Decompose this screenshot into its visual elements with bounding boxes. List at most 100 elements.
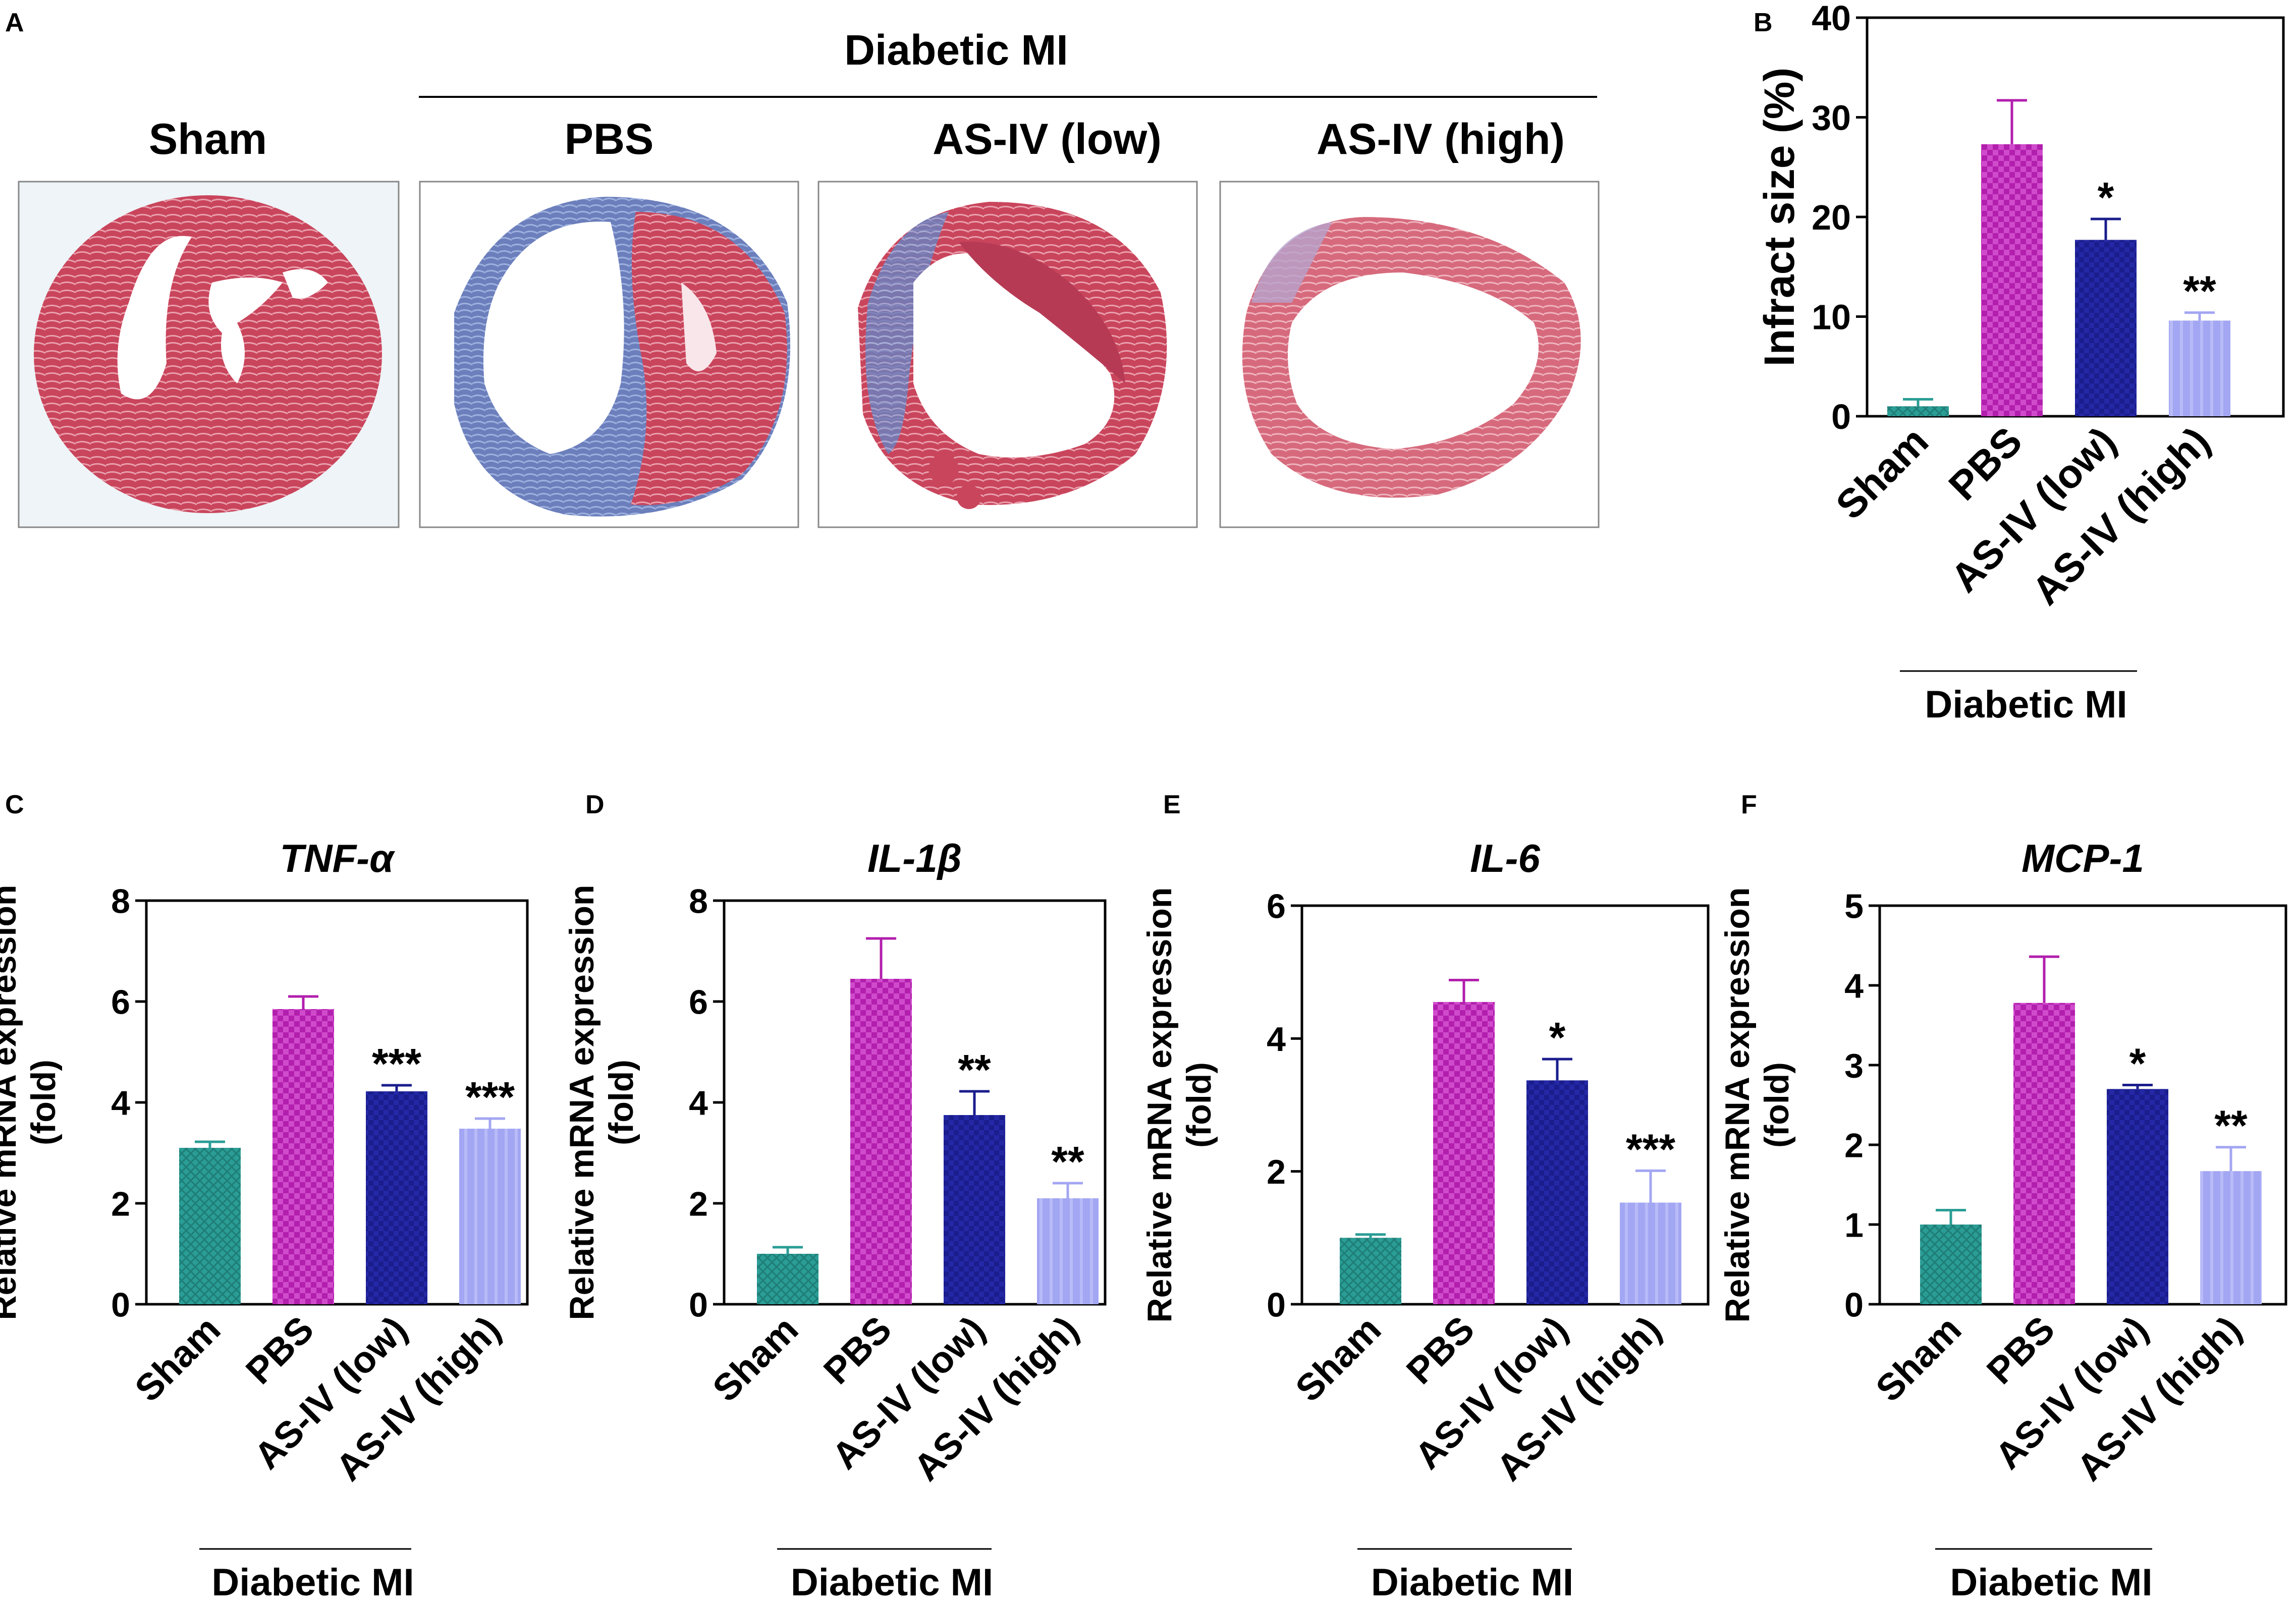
chart-c-tnf-alpha: C TNF-α 0 2 4 6 8 Relative mRNA expression(fold… [0,790,529,1604]
category-label-as-iv-high: AS-IV (high) [905,1308,1086,1489]
y-tick-label: 5 [1844,887,1864,925]
bar-sham [1887,406,1949,416]
y-tick-label: 4 [689,1084,708,1122]
bar-pbs [850,979,912,1304]
y-tick-label: 0 [1267,1286,1286,1324]
bar-sham [1920,1225,1982,1304]
histology-image-low [817,181,1198,528]
y-tick-label: 3 [1844,1046,1864,1085]
y-tick-label: 10 [1812,298,1851,337]
y-tick-label: 0 [111,1286,130,1324]
bar-pbs [1981,144,2043,416]
section-label-pbs: PBS [565,115,654,163]
chart-title: TNF-α [280,836,396,880]
significance-as-iv-low: ** [958,1046,991,1093]
category-label-pbs: PBS [238,1308,321,1392]
category-label-pbs: PBS [815,1308,899,1392]
chart-f-mcp-1: F MCP-1 0 1 2 3 4 5 Relative mRNA expression (fol… [1718,790,2287,1604]
panel-letter: B [1754,8,1773,37]
category-label-sham: Sham [1868,1308,1969,1410]
y-tick-label: 4 [1844,967,1864,1005]
significance-as-iv-high: *** [465,1073,515,1121]
category-label-as-iv-high: AS-IV (high) [2068,1308,2249,1489]
y-tick-label: 0 [1844,1286,1864,1324]
y-axis-label: (fold) [1180,1062,1218,1148]
bar-as-iv-low [2075,240,2137,416]
panel-a-letter: A [5,8,24,37]
y-tick-label: 6 [111,983,130,1021]
y-tick-label: 0 [689,1286,708,1324]
bar-sham [179,1148,241,1304]
bar-sham [757,1254,818,1304]
chart-d-il-1beta: D IL-1β 0 2 4 6 8 Relative mRNA expression (fold… [563,790,1107,1604]
group-label: Diabetic MI [1371,1561,1573,1604]
group-label: Diabetic MI [1950,1561,2152,1604]
significance-as-iv-high: *** [1626,1125,1675,1173]
category-label-sham: Sham [127,1308,228,1410]
histology-image-pbs [419,181,799,528]
significance-as-iv-low: * [2129,1040,2146,1087]
y-axis-label: (fold) [1758,1062,1796,1148]
y-axis-label: Relative mRNA expression [1140,887,1179,1323]
panel-letter: D [585,790,605,819]
y-tick-label: 6 [689,983,708,1021]
group-label: Diabetic MI [1925,683,2127,726]
bar-as-iv-low [366,1091,427,1304]
y-tick-label: 4 [1267,1020,1286,1059]
y-tick-label: 2 [689,1185,708,1223]
bar-as-iv-high [2169,320,2230,416]
bar-as-iv-high [459,1129,521,1304]
significance-as-iv-high: ** [1051,1138,1084,1185]
y-axis-label: Infract size (%) [1756,68,1803,367]
panel-a-group-label: Diabetic MI [844,26,1068,74]
significance-as-iv-low: * [1549,1014,1566,1061]
histology-image-high [1219,181,1600,528]
group-label: Diabetic MI [791,1561,993,1604]
plot-frame [1300,904,1710,1306]
y-tick-label: 40 [1812,0,1851,38]
y-axis-label: (fold) [24,1060,63,1145]
histology-image-sham [18,181,400,528]
section-label-sham: Sham [149,115,267,163]
bar-as-iv-high [1620,1202,1681,1304]
bar-pbs [1433,1002,1495,1304]
y-axis-label: Relative mRNA expression [0,885,23,1320]
category-label-as-iv-high: AS-IV (high) [1488,1308,1669,1489]
bar-as-iv-low [944,1115,1005,1304]
category-label-pbs: PBS [1979,1308,2062,1392]
y-tick-label: 1 [1844,1206,1864,1244]
panel-letter: F [1741,790,1757,819]
plot-frame [1878,904,2287,1306]
y-axis-label: Relative mRNA expression [563,885,601,1320]
chart-title: IL-6 [1470,836,1540,880]
panel-a: A Diabetic MI Sham PBS AS-IV (low) AS-IV… [5,8,1600,528]
chart-e-il-6: E IL-6 0 2 4 6 Relative mRNA expression (fold) S… [1140,790,1710,1604]
y-tick-label: 2 [111,1185,130,1223]
y-tick-label: 20 [1812,198,1851,237]
y-tick-label: 30 [1812,98,1851,138]
y-tick-label: 0 [1831,397,1851,436]
y-tick-label: 2 [1844,1126,1864,1164]
category-label-as-iv-high: AS-IV (high) [327,1308,508,1489]
y-axis-label: (fold) [602,1060,640,1145]
section-label-high: AS-IV (high) [1317,115,1565,163]
category-label-pbs: PBS [1398,1308,1482,1392]
panel-letter: E [1163,790,1181,819]
category-label-sham: Sham [1287,1308,1389,1410]
bar-as-iv-high [1037,1198,1099,1304]
y-tick-label: 6 [1267,887,1286,925]
chart-title: MCP-1 [2021,836,2144,880]
y-axis-label: Relative mRNA expression [1718,887,1757,1323]
bar-as-iv-low [2107,1089,2168,1304]
y-tick-label: 8 [111,882,130,920]
significance-as-iv-low: * [2098,174,2114,221]
category-label-sham: Sham [704,1308,806,1410]
significance-as-iv-low: *** [372,1040,421,1087]
bar-pbs [2013,1003,2075,1304]
significance-as-iv-high: ** [2183,267,2216,315]
bar-as-iv-high [2200,1171,2262,1304]
section-label-low: AS-IV (low) [933,115,1162,163]
chart-title: IL-1β [867,836,962,880]
